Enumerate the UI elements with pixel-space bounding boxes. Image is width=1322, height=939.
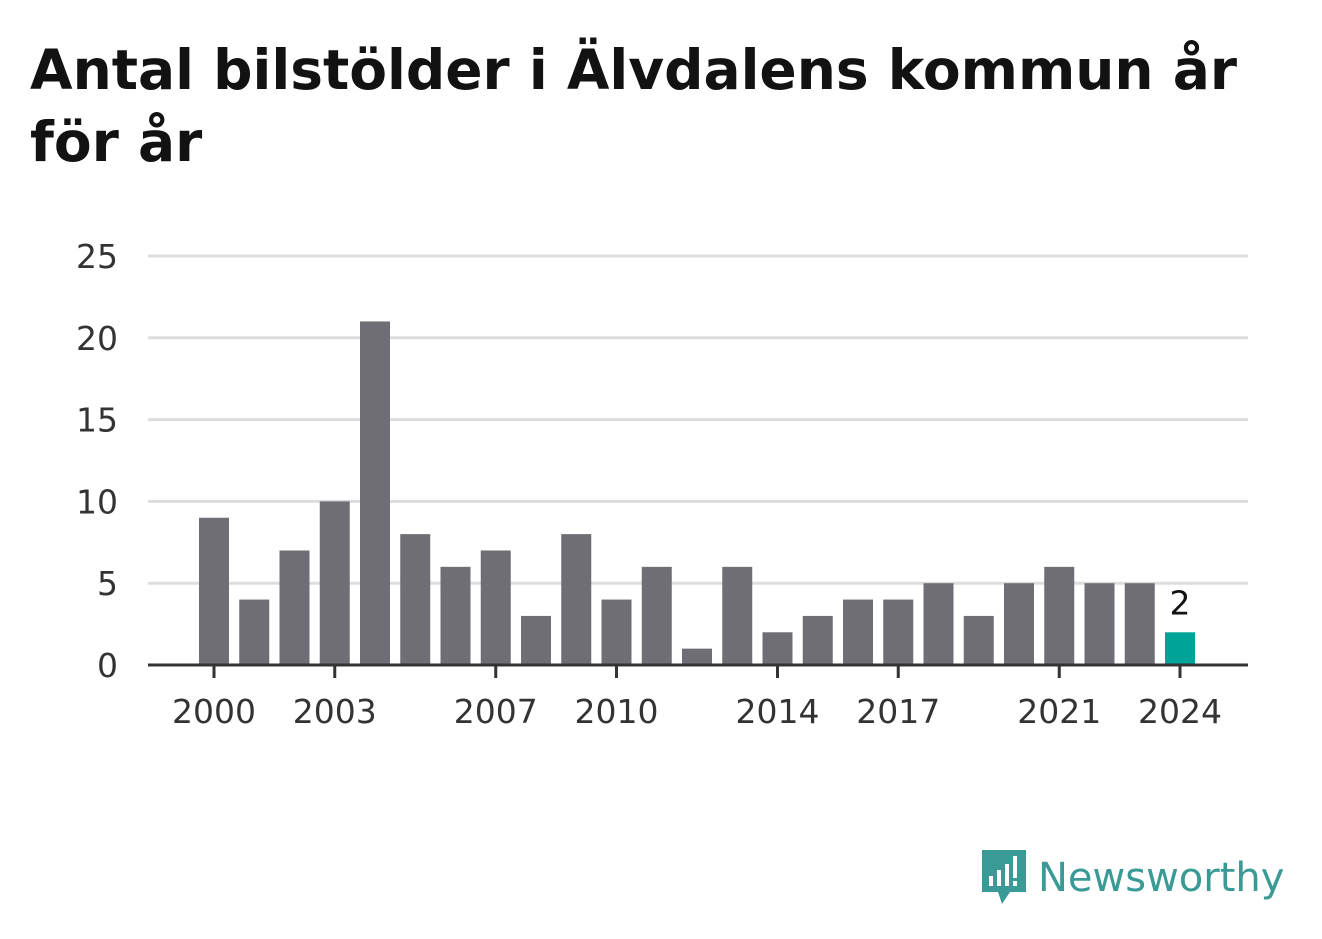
bar-2012 — [682, 648, 712, 665]
bar-2005 — [400, 534, 431, 665]
x-tick-label-2021: 2021 — [1017, 692, 1101, 731]
x-tick-label-2014: 2014 — [736, 692, 820, 731]
x-tick-label-2024: 2024 — [1138, 692, 1222, 731]
bar-2013 — [722, 566, 753, 665]
bar-2021 — [1044, 566, 1075, 665]
bar-2015 — [802, 615, 833, 665]
bar-2010 — [601, 599, 632, 665]
y-tick-label-25: 25 — [76, 237, 118, 276]
bar-2016 — [843, 599, 873, 665]
bar-2009 — [561, 534, 592, 665]
bar-2011 — [641, 566, 672, 665]
bar-2019 — [963, 615, 994, 665]
newsworthy-logo-icon — [982, 850, 1026, 904]
bar-2024 — [1165, 632, 1195, 665]
x-axis: 2000 2003 2007 2010 2014 2017 2021 2024 — [148, 663, 1248, 731]
x-tick-label-2003: 2003 — [293, 692, 377, 731]
chart-title: Antal bilstölder i Älvdalens kommun år f… — [30, 38, 1237, 174]
value-labels: 2 — [1170, 583, 1191, 622]
bar-2017 — [883, 599, 914, 665]
bar-2022 — [1084, 583, 1115, 665]
bar-2020 — [1004, 583, 1034, 665]
bar-2014 — [762, 632, 793, 665]
bar-2004 — [360, 321, 390, 665]
bar-2006 — [440, 566, 471, 665]
y-tick-label-0: 0 — [97, 646, 118, 685]
y-axis: 0 5 10 15 20 25 — [76, 237, 118, 685]
x-tick-label-2007: 2007 — [454, 692, 538, 731]
bar-2023 — [1124, 583, 1155, 665]
gridlines — [148, 254, 1248, 585]
x-tick-label-2010: 2010 — [575, 692, 659, 731]
y-tick-label-10: 10 — [76, 482, 118, 521]
bars — [199, 321, 1195, 665]
bar-2003 — [319, 501, 350, 665]
bar-2008 — [521, 615, 551, 665]
bar-2000 — [199, 517, 229, 665]
bar-2001 — [239, 599, 270, 665]
brand-logo: Newsworthy — [980, 848, 1284, 908]
brand-name: Newsworthy — [1038, 855, 1285, 901]
value-label-2024: 2 — [1170, 583, 1191, 622]
bar-2002 — [279, 550, 310, 665]
y-tick-label-5: 5 — [97, 564, 118, 603]
y-tick-label-15: 15 — [76, 401, 118, 440]
bar-2018 — [923, 583, 954, 665]
x-tick-label-2000: 2000 — [172, 692, 256, 731]
y-tick-label-20: 20 — [76, 319, 118, 358]
bar-2007 — [480, 550, 511, 665]
x-tick-label-2017: 2017 — [856, 692, 940, 731]
